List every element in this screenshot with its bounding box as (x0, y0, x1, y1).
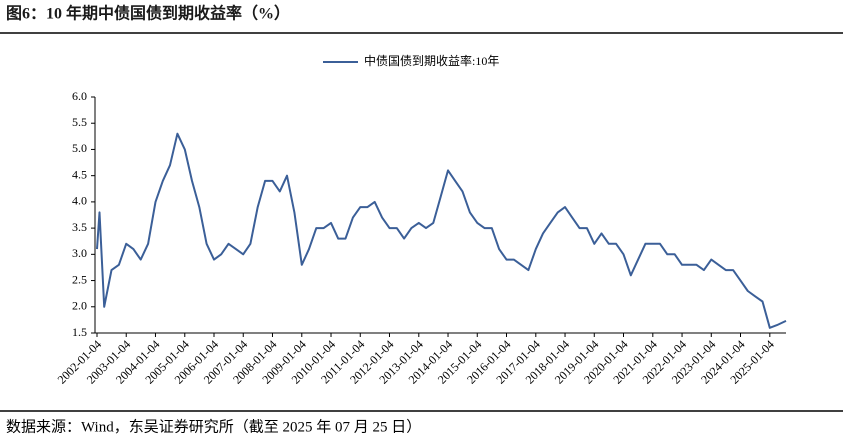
y-tick-label: 1.5 (72, 325, 87, 339)
y-tick-label: 3.0 (72, 246, 87, 260)
y-tick-label: 2.0 (72, 299, 87, 313)
y-tick-label: 6.0 (72, 89, 87, 103)
y-tick-label: 5.5 (72, 115, 87, 129)
y-tick-label: 4.5 (72, 167, 87, 181)
legend-label: 中债国债到期收益率:10年 (364, 53, 499, 68)
source-note: 数据来源：Wind，东吴证券研究所（截至 2025 年 07 月 25 日） (6, 418, 421, 435)
y-tick-label: 2.5 (72, 272, 87, 286)
y-tick-label: 5.0 (72, 141, 87, 155)
y-tick-label: 4.0 (72, 194, 87, 208)
series-line (96, 132, 787, 329)
y-tick-label: 3.5 (72, 220, 87, 234)
chart-title: 图6：10 年期中债国债到期收益率（%） (6, 4, 290, 23)
